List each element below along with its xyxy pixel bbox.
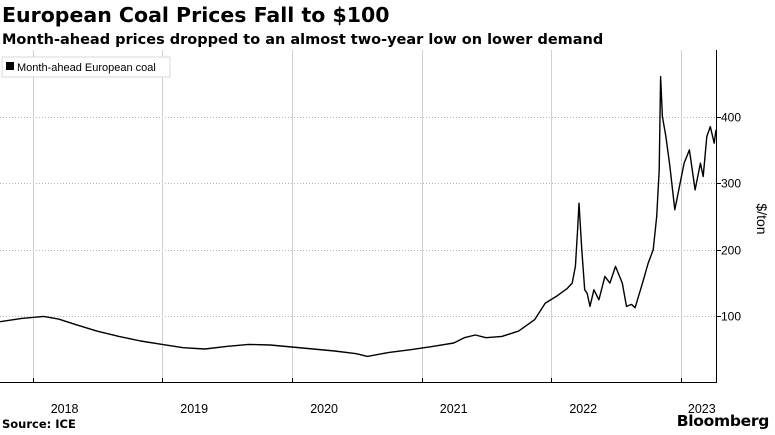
x-tick-label: 2021	[440, 402, 468, 416]
legend-label: Month-ahead European coal	[17, 62, 156, 74]
y-tick-label: 400	[721, 111, 741, 125]
y-tick-label: 200	[721, 244, 741, 258]
x-tick-label: 2019	[180, 402, 208, 416]
legend-box	[1, 56, 171, 78]
x-tick-label: 2020	[310, 402, 338, 416]
x-tick-label: 2018	[51, 402, 79, 416]
x-tick-label: 2022	[569, 402, 597, 416]
y-axis-label: $/ton	[754, 203, 770, 234]
x-tick-label: 2023	[688, 402, 716, 416]
legend-swatch-icon	[6, 62, 14, 70]
chart-subtitle: Month-ahead prices dropped to an almost …	[2, 32, 604, 48]
vertical-grid-layer	[33, 50, 682, 383]
y-tick-label: 100	[721, 310, 741, 324]
source-note: Source: ICE	[2, 417, 76, 431]
y-tick-label: 300	[721, 177, 741, 191]
y-tick-layer: 100 200 300 400	[716, 111, 741, 324]
series-line-month-ahead-european-coal	[0, 75, 717, 358]
grid-layer	[0, 117, 716, 317]
bloomberg-logo: Bloomberg	[676, 412, 770, 430]
x-tick-layer: 2018 2019 2020 2021 2022 2023	[33, 378, 716, 416]
legend: Month-ahead European coal	[1, 56, 171, 78]
chart-title: European Coal Prices Fall to $100	[2, 3, 390, 27]
